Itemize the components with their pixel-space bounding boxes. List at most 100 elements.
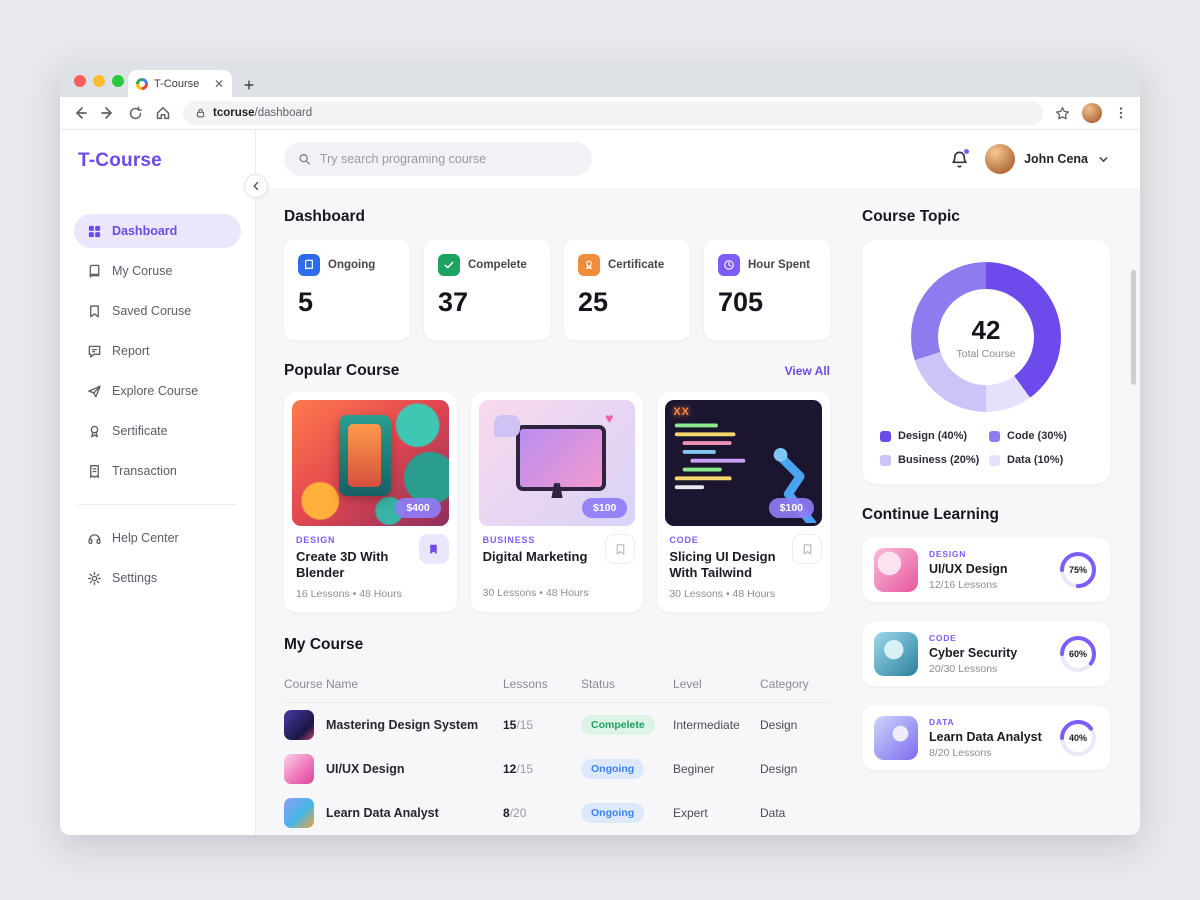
learning-card-uiux[interactable]: DESIGN UI/UX Design 12/16 Lessons 75%: [862, 538, 1110, 602]
window-controls: [74, 75, 124, 87]
course-row-name: Mastering Design System: [326, 717, 479, 732]
app-logo[interactable]: T-Course: [78, 150, 162, 171]
sidebar-collapse-button[interactable]: [244, 174, 268, 198]
tab-close-icon[interactable]: ✕: [213, 76, 224, 91]
topbar-right: John Cena: [950, 144, 1110, 174]
sidebar-item-certificate[interactable]: Sertificate: [74, 414, 241, 448]
sidebar-item-saved-course[interactable]: Saved Coruse: [74, 294, 241, 328]
lessons-done: 15: [503, 717, 517, 732]
legend-swatch: [880, 454, 891, 466]
complete-icon: [438, 254, 460, 276]
bookmark-button[interactable]: [792, 534, 823, 564]
sidebar-item-dashboard[interactable]: Dashboard: [74, 214, 241, 248]
status-badge: Ongoing: [581, 758, 645, 779]
table-row[interactable]: UI/UX Design 12/15 Ongoing Beginer Desig…: [284, 747, 830, 791]
learning-category: CODE: [929, 633, 957, 643]
bookmark-button[interactable]: [605, 534, 636, 564]
learning-card-cyber-security[interactable]: CODE Cyber Security 20/30 Lessons 60%: [862, 622, 1110, 686]
learning-meta: 12/16 Lessons: [929, 579, 998, 591]
notifications-button[interactable]: [950, 147, 971, 169]
tab-favicon-icon: [136, 77, 148, 90]
course-row-name: Learn Data Analyst: [326, 805, 439, 820]
explore-icon: [88, 385, 101, 397]
continue-learning-title: Continue Learning: [862, 506, 999, 523]
status-badge: Ongoing: [581, 802, 645, 823]
neon-sign-decoration: XX: [673, 406, 691, 418]
stat-value: 5: [298, 287, 314, 317]
sidebar-item-my-course[interactable]: My Coruse: [74, 254, 241, 288]
course-title: Create 3D With Blender: [296, 549, 389, 581]
notification-dot: [963, 147, 971, 155]
back-button[interactable]: [72, 105, 88, 121]
stat-label: Certificate: [608, 259, 665, 271]
forward-button[interactable]: [100, 105, 116, 121]
minimize-window-button[interactable]: [93, 75, 105, 87]
learning-category: DESIGN: [929, 549, 967, 559]
browser-profile-avatar[interactable]: [1082, 103, 1102, 123]
sidebar-menu: Dashboard My Coruse Saved Coruse Report …: [74, 214, 241, 488]
clock-icon: [718, 254, 740, 276]
table-row[interactable]: Learn Data Analyst 8/20 Ongoing Expert D…: [284, 791, 830, 835]
table-row[interactable]: Mastering Design System 15/15 Compelete …: [284, 703, 830, 747]
bookmark-star-icon[interactable]: [1055, 106, 1070, 121]
topbar: John Cena: [256, 130, 1140, 188]
legend-item: Design (40%): [880, 430, 983, 442]
sidebar-item-explore-course[interactable]: Explore Course: [74, 374, 241, 408]
browser-tab[interactable]: T-Course ✕: [128, 70, 232, 97]
course-title: Digital Marketing: [482, 549, 588, 564]
bookmark-button[interactable]: [418, 534, 449, 564]
sidebar-item-report[interactable]: Report: [74, 334, 241, 368]
bookmark-icon: [616, 543, 625, 555]
sidebar-divider: [78, 504, 237, 505]
sidebar-item-label: Dashboard: [112, 224, 178, 238]
user-name: John Cena: [1024, 152, 1088, 166]
progress-label: 40%: [1068, 733, 1087, 743]
browser-toolbar: tcoruse/dashboard: [60, 97, 1140, 130]
dashboard-icon: [88, 225, 101, 237]
course-card-blender[interactable]: $400 DESIGN Create 3D With Blender 16 Le…: [284, 392, 457, 612]
app-page: T-Course Dashboard My Coruse Saved Corus…: [60, 130, 1140, 835]
donut-total-label: Total Course: [956, 347, 1016, 360]
chevron-down-icon: [1099, 156, 1108, 162]
legend-swatch: [989, 430, 1000, 442]
course-card-digital-marketing[interactable]: ♥ $100 BUSINESS Digital Marketing 30 Les…: [470, 392, 644, 612]
close-window-button[interactable]: [74, 75, 86, 87]
course-meta: 16 Lessons • 48 Hours: [296, 587, 402, 600]
search-input[interactable]: [319, 152, 578, 166]
sidebar-item-settings[interactable]: Settings: [74, 561, 241, 595]
sidebar-item-label: My Coruse: [112, 264, 173, 278]
bookmark-icon: [90, 304, 99, 317]
search-bar[interactable]: [284, 142, 592, 176]
stat-value: 37: [438, 287, 469, 317]
learning-card-data-analyst[interactable]: DATA Learn Data Analyst 8/20 Lessons 40%: [862, 706, 1110, 770]
course-thumbnail: XX $100: [665, 400, 823, 526]
progress-label: 75%: [1068, 565, 1087, 575]
sidebar-item-help-center[interactable]: Help Center: [74, 521, 241, 555]
lessons-total: /15: [516, 761, 534, 776]
course-card-tailwind[interactable]: XX $100 CODE Slicing UI Design With Tail…: [657, 392, 831, 612]
user-menu[interactable]: John Cena: [985, 144, 1110, 174]
learning-thumbnail: [874, 716, 918, 760]
learning-thumbnail: [874, 632, 918, 676]
zoom-window-button[interactable]: [112, 75, 124, 87]
donut-legend: Design (40%) Code (30%) Business (20%) D…: [880, 430, 1092, 466]
browser-menu-icon[interactable]: [1114, 106, 1128, 120]
progress-ring: 40%: [1058, 718, 1098, 758]
course-thumbnail: ♥ $100: [478, 400, 636, 526]
scrollbar[interactable]: [1131, 270, 1136, 385]
sidebar-item-transaction[interactable]: Transaction: [74, 454, 241, 488]
stats-row: Ongoing 5 Compelete 37: [284, 240, 830, 340]
home-button[interactable]: [155, 105, 171, 121]
reload-button[interactable]: [128, 106, 143, 121]
url-path: /dashboard: [254, 107, 313, 119]
status-badge: Compelete: [581, 714, 655, 735]
ongoing-icon: [298, 254, 320, 276]
user-avatar: [985, 144, 1016, 174]
new-tab-button[interactable]: [242, 78, 256, 92]
learning-thumbnail: [874, 548, 918, 592]
course-meta: 30 Lessons • 48 Hours: [482, 587, 589, 599]
view-all-link[interactable]: View All: [784, 364, 830, 378]
address-bar[interactable]: tcoruse/dashboard: [183, 101, 1043, 125]
learning-category: DATA: [929, 717, 955, 727]
report-icon: [88, 345, 101, 358]
